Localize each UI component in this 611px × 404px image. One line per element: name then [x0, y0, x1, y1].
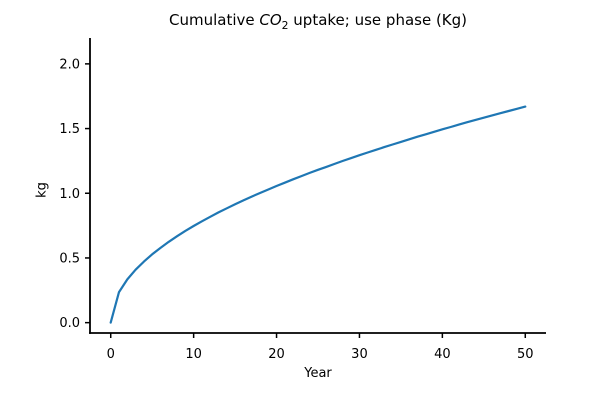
x-tick-label: 0 [107, 347, 115, 362]
x-axis-label: Year [304, 366, 332, 381]
x-tick-label: 20 [268, 347, 285, 362]
x-tick-label: 50 [517, 347, 534, 362]
title-co-italic: CO [259, 11, 282, 29]
co2-uptake-line [109, 105, 527, 324]
x-tick-label: 40 [434, 347, 451, 362]
y-tick-label: 1.5 [59, 122, 80, 137]
title-prefix: Cumulative [168, 11, 260, 29]
y-tick-label: 0.0 [59, 316, 80, 331]
y-tick-label: 0.5 [59, 251, 80, 266]
y-tick-label: 2.0 [59, 57, 80, 72]
x-tick-label: 10 [185, 347, 202, 362]
title-co-subscript: 2 [281, 19, 289, 32]
title-suffix: uptake; use phase (Kg) [288, 11, 468, 29]
chart-title: Cumulative CO2 uptake; use phase (Kg) [90, 11, 546, 32]
y-axis-label: kg [34, 182, 50, 198]
y-tick-label: 1.0 [59, 187, 80, 202]
x-tick-label: 30 [351, 347, 368, 362]
